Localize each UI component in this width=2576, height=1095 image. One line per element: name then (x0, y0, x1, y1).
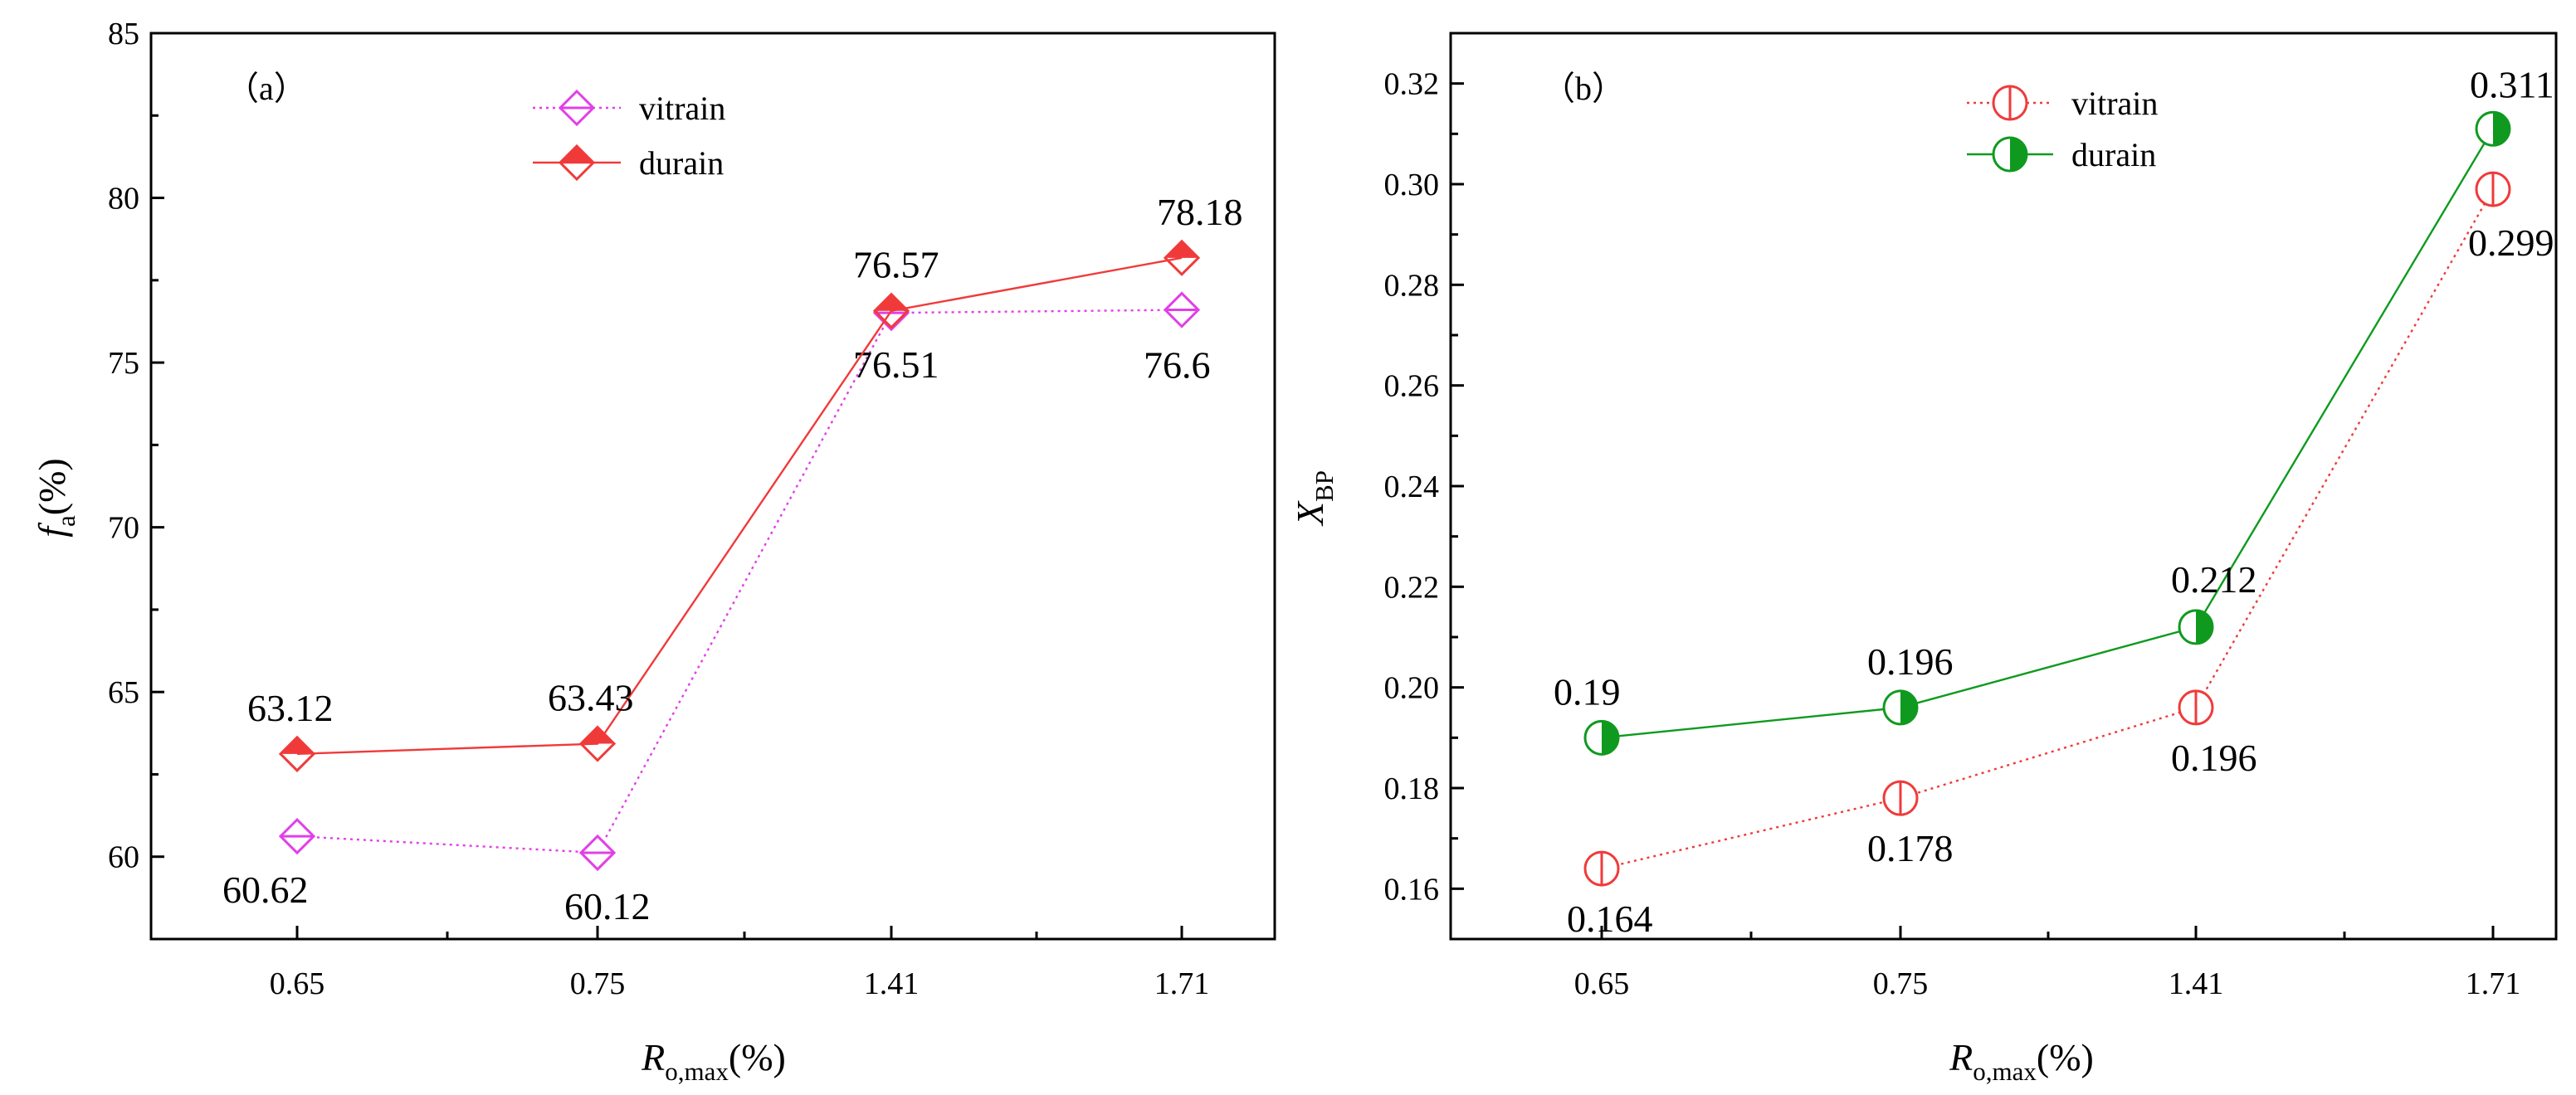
durain-data-label: 0.196 (1867, 640, 1954, 683)
vitrain-data-label: 76.6 (1144, 344, 1211, 387)
vitrain-marker (1992, 85, 2028, 121)
durain-marker (558, 144, 596, 182)
legend-label-vitrain: vitrain (639, 90, 725, 127)
x-tick-label: 0.65 (1574, 966, 1630, 1001)
vitrain-marker (1163, 291, 1201, 328)
vitrain-marker (578, 834, 617, 872)
durain-marker (2178, 609, 2214, 645)
vitrain-data-label: 76.51 (853, 343, 939, 386)
vitrain-marker (278, 817, 316, 855)
durain-marker (1583, 719, 1620, 756)
y-tick-label: 85 (108, 17, 139, 51)
panel-a: 60 65 70 75 80 85 0.65 0.75 1.41 1.71 Ro,max(%) fa(… (31, 17, 1276, 1086)
y-axis-label: XBP (1289, 470, 1339, 527)
x-tick-label: 1.41 (864, 966, 920, 1001)
y-axis-label: fa(%) (31, 458, 80, 538)
y-tick-label: 60 (108, 840, 139, 875)
vitrain-series-line (1601, 188, 2495, 870)
vitrain-data-label: 0.196 (2171, 737, 2257, 779)
panel-b: 0.16 0.18 0.20 0.22 0.24 0.26 0.28 0.30 0.32 0.65… (1289, 32, 2558, 1086)
vitrain-data-label: 0.178 (1867, 827, 1954, 869)
y-tick-label: 70 (108, 511, 139, 546)
durain-marker (578, 725, 617, 762)
durain-series-line (1601, 128, 2495, 739)
x-tick-label: 1.71 (1154, 966, 1210, 1001)
panel-tag: （a） (226, 70, 307, 107)
vitrain-data-label: 0.164 (1567, 898, 1653, 940)
durain-marker (872, 292, 910, 329)
x-axis-label: Ro,max(%) (1949, 1036, 2094, 1086)
durain-data-label: 63.12 (247, 687, 334, 729)
durain-marker (1882, 689, 1919, 726)
durain-data-label: 0.311 (2470, 63, 2554, 105)
y-tick-label: 0.30 (1384, 168, 1440, 202)
durain-data-label: 78.18 (1157, 191, 1243, 233)
y-tick-label: 75 (108, 346, 139, 381)
plot-frame (149, 32, 1276, 941)
y-tick-label: 0.16 (1384, 872, 1440, 907)
legend-label-durain: durain (639, 144, 724, 182)
vitrain-data-label: 0.299 (2468, 221, 2554, 264)
y-tick-label: 0.32 (1384, 67, 1440, 102)
vitrain-marker (2178, 689, 2214, 726)
panel-tag: （b） (1542, 70, 1625, 107)
durain-data-label: 0.212 (2171, 558, 2257, 601)
y-tick-label: 65 (108, 675, 139, 710)
vitrain-series-line (296, 309, 1183, 854)
legend-label-durain: durain (2071, 136, 2156, 173)
x-tick-label: 1.71 (2466, 966, 2521, 1001)
x-tick-label: 0.75 (570, 966, 626, 1001)
vitrain-marker (558, 89, 596, 127)
x-tick-label: 0.65 (270, 966, 325, 1001)
y-tick-label: 0.18 (1384, 771, 1440, 806)
durain-data-label: 76.57 (853, 244, 939, 286)
x-tick-label: 0.75 (1873, 966, 1929, 1001)
legend-label-vitrain: vitrain (2071, 85, 2158, 122)
vitrain-data-label: 60.62 (222, 869, 309, 911)
vitrain-marker (1882, 780, 1919, 816)
durain-marker (278, 735, 316, 772)
x-axis-label: Ro,max(%) (641, 1036, 786, 1086)
durain-data-label: 0.19 (1554, 670, 1621, 713)
vitrain-data-label: 60.12 (564, 885, 651, 927)
y-tick-label: 0.28 (1384, 268, 1440, 303)
y-tick-label: 0.20 (1384, 671, 1440, 706)
vitrain-marker (1583, 850, 1620, 887)
vitrain-marker (2475, 171, 2511, 207)
durain-marker (2475, 110, 2511, 147)
durain-data-label: 63.43 (548, 677, 634, 719)
y-tick-label: 0.22 (1384, 570, 1440, 605)
y-tick-label: 80 (108, 182, 139, 217)
x-tick-label: 1.41 (2169, 966, 2224, 1001)
y-tick-label: 0.24 (1384, 470, 1440, 504)
durain-marker (1163, 239, 1201, 276)
durain-marker (1992, 136, 2028, 173)
y-tick-label: 0.26 (1384, 369, 1440, 404)
durain-series-line (296, 256, 1183, 756)
